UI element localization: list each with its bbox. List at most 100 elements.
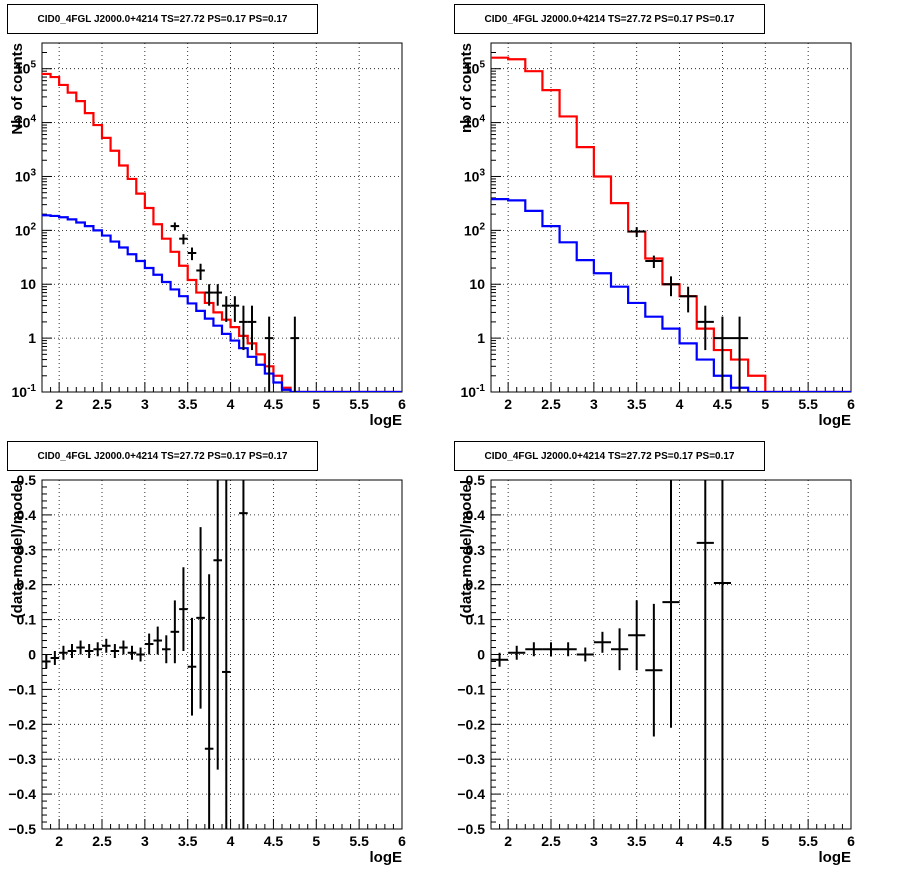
y-axis-label: nb of counts xyxy=(458,43,475,133)
residual-point xyxy=(93,642,102,657)
y-tick-label: 10 xyxy=(469,276,485,292)
y-tick-label: −0.4 xyxy=(457,786,485,802)
x-tick-label: 3.5 xyxy=(627,396,647,412)
x-tick-label: 5.5 xyxy=(349,396,369,412)
residual-chart: 2 2.5 3 3.5 4 4.5 5 5.5 6 −0.5 −0.4 −0.3 −0.2 −0.1 0 0.… xyxy=(457,472,855,866)
plot-content xyxy=(42,480,248,829)
y-tick-label: 0.1 xyxy=(466,612,486,628)
x-tick-label: 5 xyxy=(761,396,769,412)
plot-frame xyxy=(490,42,852,393)
data-point xyxy=(170,222,180,231)
y-tick-label: 0.2 xyxy=(466,577,486,593)
ticks xyxy=(41,42,403,393)
x-tick-label: 4 xyxy=(676,396,684,412)
counts-panel-right: CID0_4FGL J2000.0+4214 TS=27.72 PS=0.17 … xyxy=(449,0,898,437)
residual-point xyxy=(59,645,68,660)
x-tick-label: 2.5 xyxy=(541,833,561,849)
residual-point xyxy=(102,638,111,653)
y-tick-label: 105 xyxy=(464,60,486,77)
data-point xyxy=(731,316,749,392)
x-tick-label: 3 xyxy=(141,396,149,412)
y-tick-label: 0 xyxy=(477,647,485,663)
counts-chart: 2 2.5 3 3.5 4 4.5 5 5.5 6 10-1 1 10 102 103 104 105 logE… xyxy=(9,42,406,429)
residual-point xyxy=(542,642,560,657)
y-tick-label: −0.1 xyxy=(8,681,36,697)
x-tick-label: 2 xyxy=(504,833,512,849)
y-tick-label: 0.2 xyxy=(17,577,37,593)
x-tick-label: 5 xyxy=(312,396,320,412)
y-tick-label: 10 xyxy=(20,276,36,292)
grid xyxy=(42,43,402,392)
residual-point xyxy=(84,644,94,658)
plot-content xyxy=(42,72,402,392)
residual-point xyxy=(204,574,214,829)
x-axis-label: logE xyxy=(819,849,852,866)
chart-title: CID0_4FGL J2000.0+4214 TS=27.72 PS=0.17 … xyxy=(7,441,318,471)
x-tick-label: 4 xyxy=(227,396,235,412)
residual-point xyxy=(136,647,145,662)
model-total-series xyxy=(491,56,851,392)
data-point xyxy=(679,286,697,313)
residual-point xyxy=(593,631,611,653)
residual-point xyxy=(144,633,154,655)
residual-point xyxy=(153,626,162,655)
residual-point xyxy=(170,600,180,664)
x-tick-label: 4 xyxy=(227,833,235,849)
y-tick-label: −0.4 xyxy=(8,786,36,802)
x-tick-label: 4.5 xyxy=(713,396,733,412)
y-tick-label: −0.2 xyxy=(8,716,36,732)
x-tick-label: 2 xyxy=(55,396,63,412)
x-axis-label: logE xyxy=(370,412,403,429)
x-tick-label: 3.5 xyxy=(178,833,198,849)
x-tick-label: 2 xyxy=(504,396,512,412)
x-tick-label: 6 xyxy=(398,833,406,849)
residual-point xyxy=(559,642,577,657)
data-point xyxy=(222,296,231,322)
y-tick-label: −0.3 xyxy=(457,751,485,767)
y-tick-label: 104 xyxy=(15,114,37,131)
x-tick-label: 4 xyxy=(676,833,684,849)
x-tick-label: 3 xyxy=(590,396,598,412)
y-tick-label: 0.5 xyxy=(466,472,486,488)
data-point xyxy=(696,305,714,351)
model-background-series xyxy=(42,214,402,392)
ticks xyxy=(490,479,852,830)
plot-content xyxy=(491,480,731,829)
data-point xyxy=(290,316,300,392)
y-tick-label: 1 xyxy=(477,330,485,346)
x-tick-label: 2.5 xyxy=(541,396,561,412)
counts-panel-left: CID0_4FGL J2000.0+4214 TS=27.72 PS=0.17 … xyxy=(0,0,449,437)
x-tick-label: 3 xyxy=(590,833,598,849)
x-tick-label: 4.5 xyxy=(264,396,284,412)
data-point xyxy=(628,227,646,238)
x-tick-label: 4.5 xyxy=(264,833,284,849)
data-point xyxy=(179,234,188,245)
residual-point xyxy=(110,644,120,658)
data-point xyxy=(713,316,731,392)
y-tick-label: −0.2 xyxy=(457,716,485,732)
data-point xyxy=(662,276,680,297)
x-tick-label: 2.5 xyxy=(92,396,112,412)
y-tick-label: 102 xyxy=(464,221,486,238)
residual-point xyxy=(67,644,77,658)
residual-point xyxy=(662,480,680,728)
residual-point xyxy=(179,567,188,652)
x-tick-label: 2.5 xyxy=(92,833,112,849)
y-tick-label: 103 xyxy=(464,167,486,184)
y-tick-label: 0.4 xyxy=(466,507,486,523)
x-tick-label: 6 xyxy=(847,396,855,412)
y-axis-label: Nb of counts xyxy=(9,43,26,135)
residual-point xyxy=(576,647,594,662)
x-tick-label: 5.5 xyxy=(798,833,818,849)
data-point xyxy=(204,284,214,306)
residual-point xyxy=(239,480,248,829)
x-axis-label: logE xyxy=(819,412,852,429)
counts-chart: 2 2.5 3 3.5 4 4.5 5 5.5 6 10-1 1 10 102 103 104 105 logE… xyxy=(458,42,855,429)
y-tick-label: 0.5 xyxy=(17,472,37,488)
data-point xyxy=(239,305,248,351)
y-tick-label: −0.5 xyxy=(8,821,36,837)
chart-title: CID0_4FGL J2000.0+4214 TS=27.72 PS=0.17 … xyxy=(454,441,765,471)
residual-point xyxy=(696,480,714,829)
y-axis-label: (data-model)/model xyxy=(458,480,475,618)
y-tick-label: 1 xyxy=(28,330,36,346)
